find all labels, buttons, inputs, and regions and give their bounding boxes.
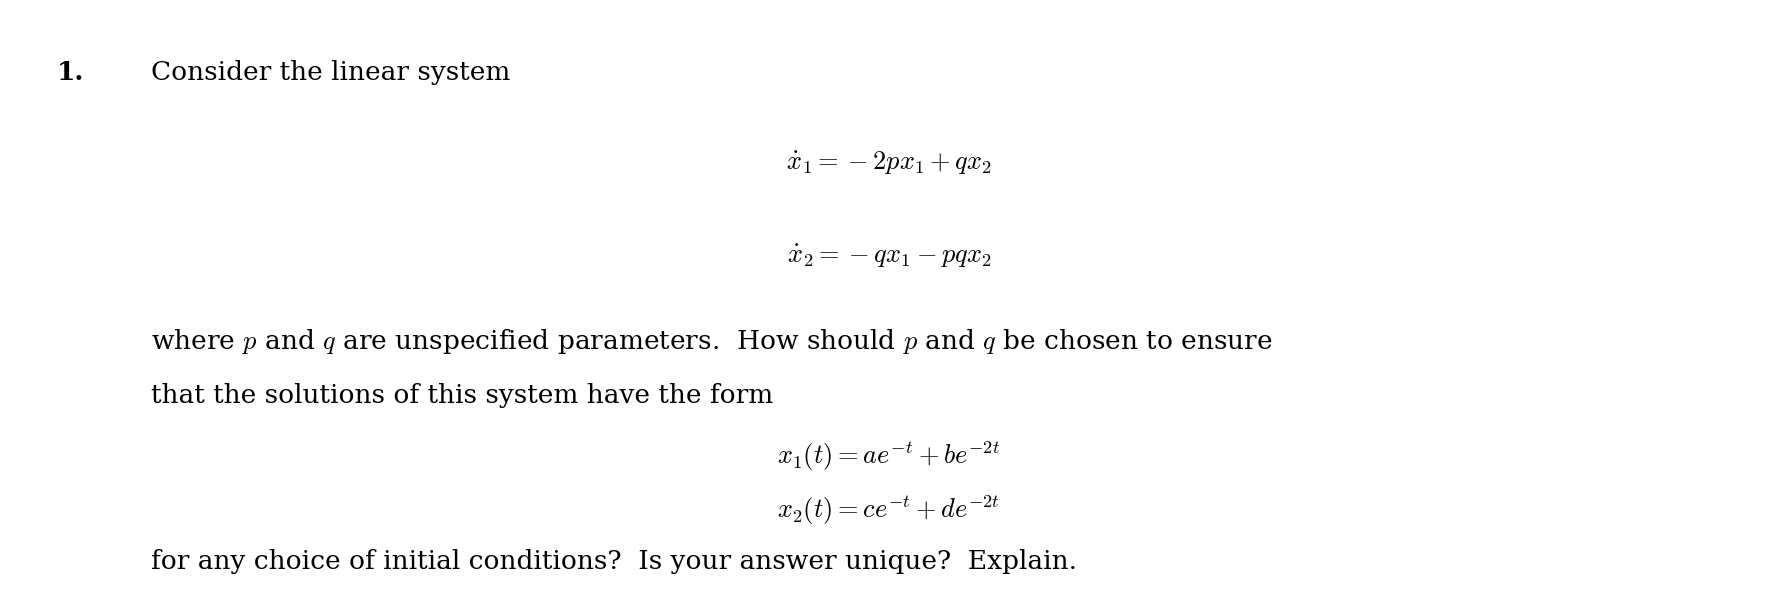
Text: that the solutions of this system have the form: that the solutions of this system have t… [151, 383, 773, 408]
Text: $\dot{x}_2 = -qx_1 - pqx_2$: $\dot{x}_2 = -qx_1 - pqx_2$ [786, 243, 992, 271]
Text: 1.: 1. [57, 60, 84, 85]
Text: where $p$ and $q$ are unspecified parameters.  How should $p$ and $q$ be chosen : where $p$ and $q$ are unspecified parame… [151, 327, 1273, 356]
Text: $x_1(t) = ae^{-t} + be^{-2t}$: $x_1(t) = ae^{-t} + be^{-2t}$ [777, 439, 1001, 473]
Text: $x_2(t) = ce^{-t} + de^{-2t}$: $x_2(t) = ce^{-t} + de^{-2t}$ [777, 493, 1001, 527]
Text: for any choice of initial conditions?  Is your answer unique?  Explain.: for any choice of initial conditions? Is… [151, 549, 1077, 574]
Text: $\dot{x}_1 = -2px_1 + qx_2$: $\dot{x}_1 = -2px_1 + qx_2$ [786, 149, 992, 177]
Text: Consider the linear system: Consider the linear system [151, 60, 510, 85]
